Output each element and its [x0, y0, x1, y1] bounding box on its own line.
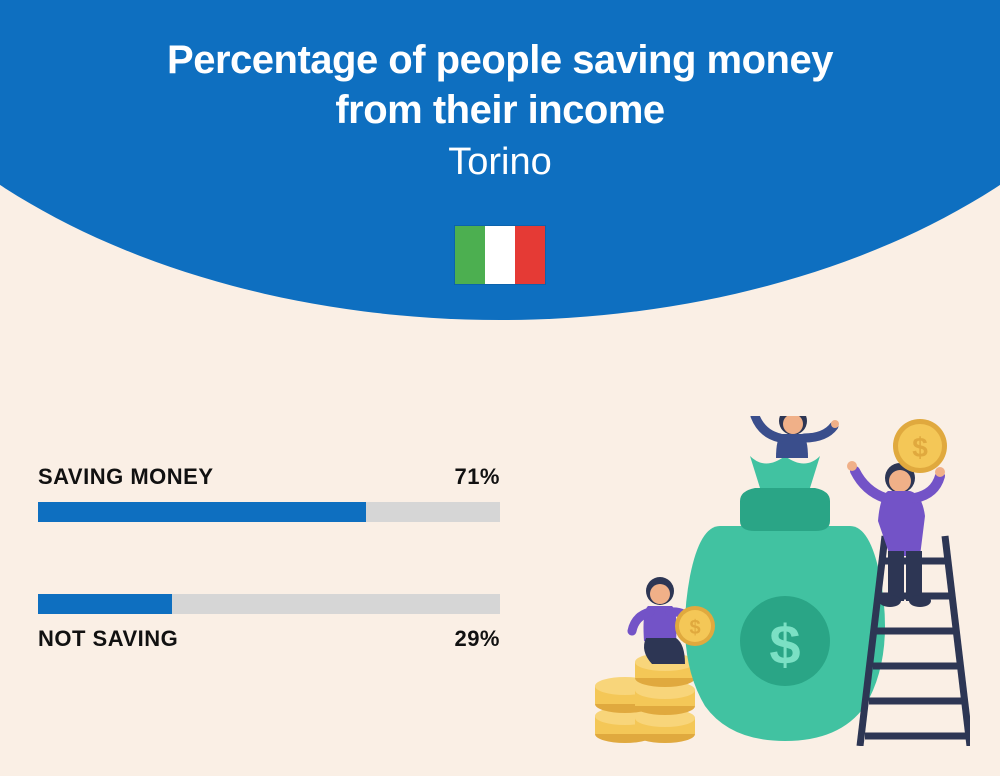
bar-label: SAVING MONEY [38, 464, 214, 490]
title-line-1: Percentage of people saving money [167, 38, 833, 82]
svg-text:$: $ [912, 432, 928, 463]
header-content: Percentage of people saving money from t… [0, 35, 1000, 184]
bar-track [38, 502, 500, 522]
person-top-icon [755, 416, 839, 458]
bar-labels: SAVING MONEY 71% [38, 464, 500, 490]
money-bag-icon: $ [685, 456, 885, 741]
svg-text:$: $ [769, 613, 800, 676]
page-subtitle: Torino [0, 141, 1000, 184]
bars-section: SAVING MONEY 71% NOT SAVING 29% [38, 464, 500, 724]
flag-italy [454, 225, 546, 285]
svg-text:$: $ [689, 617, 700, 639]
flag-stripe-red [515, 226, 545, 284]
coin-stack-icon [595, 653, 695, 743]
title-line-2: from their income [335, 88, 664, 132]
bar-labels: NOT SAVING 29% [38, 626, 500, 652]
bar-track [38, 594, 500, 614]
page-title: Percentage of people saving money from t… [0, 35, 1000, 135]
bar-value: 71% [454, 464, 500, 490]
flag-stripe-green [455, 226, 485, 284]
bar-not-saving: NOT SAVING 29% [38, 594, 500, 652]
flag-stripe-white [485, 226, 515, 284]
savings-illustration: $ [590, 416, 970, 746]
bar-fill [38, 502, 366, 522]
bar-saving-money: SAVING MONEY 71% [38, 464, 500, 522]
bar-label: NOT SAVING [38, 626, 178, 652]
bar-fill [38, 594, 172, 614]
coin-small-icon: $ [675, 606, 715, 646]
coin-icon: $ [893, 419, 947, 473]
bar-value: 29% [454, 626, 500, 652]
